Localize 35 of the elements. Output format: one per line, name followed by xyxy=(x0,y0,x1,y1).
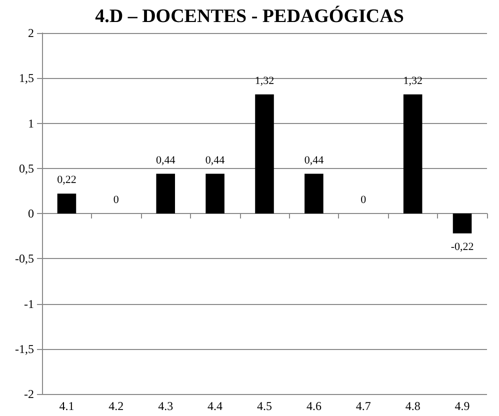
y-tick-label: 0,5 xyxy=(19,161,34,176)
y-tick-label: -2 xyxy=(24,387,34,401)
bar xyxy=(57,194,76,214)
bar xyxy=(156,174,176,214)
data-label: 0,44 xyxy=(205,154,226,166)
x-tick-label: 4.9 xyxy=(454,399,470,413)
bar xyxy=(304,174,324,214)
data-label: 0,22 xyxy=(57,174,76,186)
data-label: 0,44 xyxy=(304,154,324,166)
y-tick-label: 0 xyxy=(28,206,34,220)
x-tick-label: 4.7 xyxy=(356,399,371,413)
bar xyxy=(452,214,472,234)
data-label: -0,22 xyxy=(450,240,474,253)
x-tick-label: 4.5 xyxy=(257,399,272,413)
y-tick-label: 2 xyxy=(28,26,34,40)
y-tick-label: 1,5 xyxy=(19,71,34,86)
x-tick-label: 4.8 xyxy=(405,399,420,413)
x-tick-label: 4.6 xyxy=(306,399,322,413)
y-tick-label: -0,5 xyxy=(15,252,34,266)
y-tick-label: -1,5 xyxy=(15,342,34,356)
x-tick-label: 4.4 xyxy=(208,399,223,413)
x-tick-label: 4.1 xyxy=(59,399,74,413)
bar xyxy=(206,174,224,214)
data-label: 0,44 xyxy=(156,154,176,166)
data-label: 0 xyxy=(360,194,367,206)
data-label: 1,32 xyxy=(403,74,422,87)
x-tick-label: 4.2 xyxy=(108,399,124,413)
bar xyxy=(255,94,274,214)
data-label: 1,32 xyxy=(254,74,274,87)
y-tick-label: -1 xyxy=(24,296,34,311)
x-tick-label: 4.3 xyxy=(158,399,174,413)
chart-title: 4.D – DOCENTES - PEDAGÓGICAS xyxy=(95,5,404,27)
data-label: 0 xyxy=(113,194,120,206)
y-tick-label: 1 xyxy=(28,116,34,130)
bar xyxy=(403,94,422,214)
